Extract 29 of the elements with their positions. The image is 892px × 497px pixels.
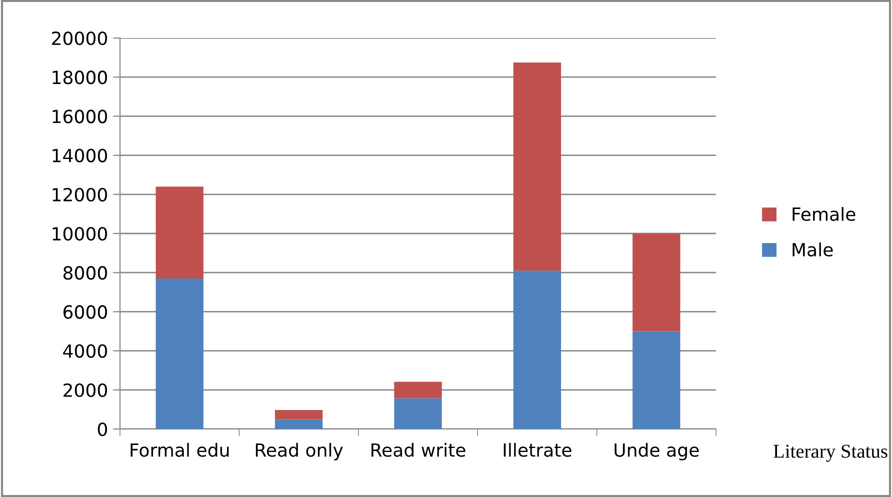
y-tick-label: 20000 [52, 31, 107, 46]
bar [156, 278, 204, 429]
y-tick-label: 8000 [63, 266, 107, 280]
x-tick-label: Unde age [614, 442, 699, 460]
x-tick-label: Formal edu [130, 442, 229, 457]
bar [274, 410, 323, 420]
y-tick-label: 2000 [64, 383, 107, 398]
y-tick-label: 6000 [64, 305, 107, 319]
x-tick-label: Read only [256, 442, 343, 460]
x-axis-title: Literary Status [774, 444, 888, 462]
bar [513, 270, 562, 429]
y-tick-label: 4000 [63, 344, 107, 358]
bar [394, 398, 442, 429]
y-tick-label: 14000 [52, 148, 107, 162]
y-tick-label: 16000 [52, 110, 107, 124]
y-tick-label: 12000 [52, 188, 107, 202]
bar [632, 331, 680, 429]
bar [394, 382, 442, 398]
x-tick-label: Illetrate [504, 442, 572, 457]
bar [156, 186, 204, 278]
bar [632, 234, 680, 332]
y-tick-label: 18000 [52, 70, 107, 84]
bar [513, 62, 562, 271]
legend-label: Female [792, 207, 856, 221]
y-tick-label: 10000 [52, 226, 107, 241]
x-tick-label: Read write [372, 442, 466, 457]
legend-label: Male [792, 242, 833, 257]
y-tick-label: 0 [98, 422, 107, 436]
bar [274, 419, 323, 429]
